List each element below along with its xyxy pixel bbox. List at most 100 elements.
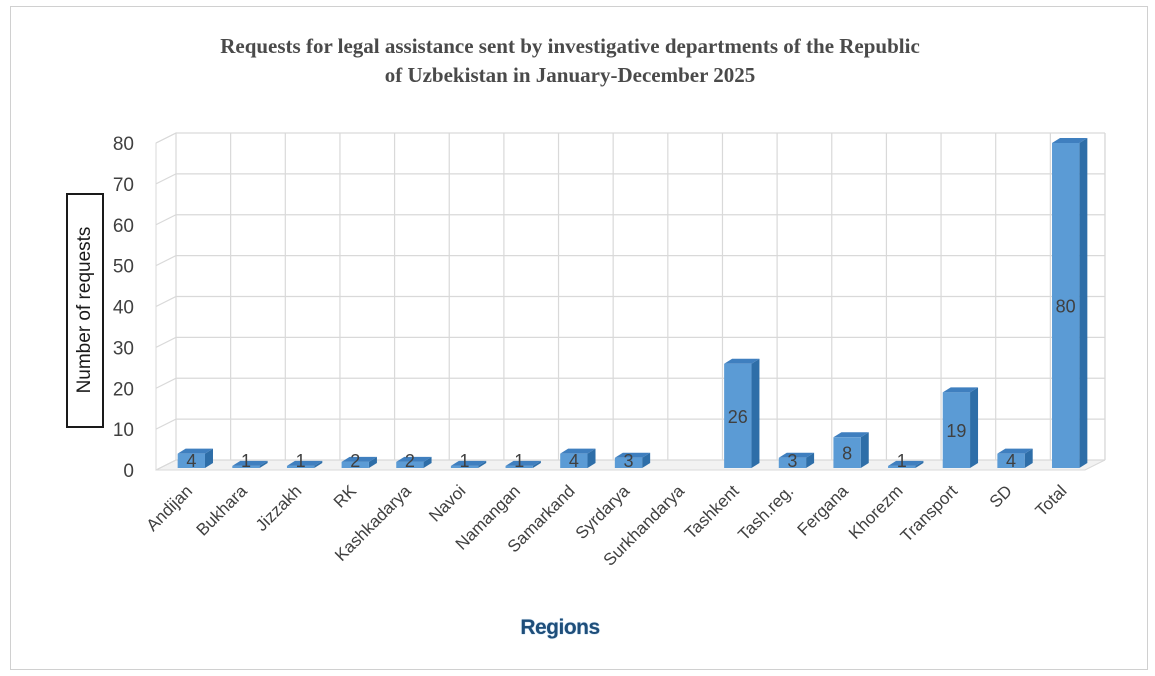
y-gridline	[155, 132, 1105, 144]
x-axis-label: Regions	[520, 616, 600, 639]
bar-tashkent	[724, 358, 760, 468]
bar-side	[860, 432, 869, 468]
bar-front	[1052, 143, 1080, 468]
bar-front	[614, 457, 643, 468]
bar-syrdarya	[614, 452, 651, 468]
bar-side	[1024, 448, 1033, 468]
x-tick-label: RK	[330, 481, 361, 512]
y-axis-label-box	[66, 193, 104, 428]
bar-bukhara	[232, 460, 268, 468]
data-label: 19	[946, 421, 966, 441]
bar-top	[286, 460, 323, 466]
x-tick-label: SD	[986, 481, 1016, 511]
bar-top	[833, 432, 869, 438]
y-tick-label: 0	[123, 461, 134, 482]
bar-rk	[341, 456, 377, 468]
bar-top	[505, 460, 541, 466]
bar-front	[505, 465, 533, 468]
bar-namangan	[505, 460, 541, 468]
chart-frame	[10, 6, 1148, 670]
data-label: 4	[186, 451, 196, 471]
y-tick-label: 70	[113, 175, 134, 196]
bar-top	[997, 448, 1033, 454]
bar-side	[751, 358, 760, 468]
bar-top	[177, 448, 213, 454]
x-tick-label: Andijan	[143, 481, 197, 535]
bar-front	[560, 453, 588, 468]
bar-samarkand	[560, 448, 596, 468]
y-gridline	[155, 173, 1105, 185]
bar-top	[1052, 138, 1088, 143]
data-label: 1	[897, 451, 907, 471]
bar-side	[1079, 138, 1088, 468]
bar-top	[942, 387, 979, 393]
bar-navoi	[450, 460, 487, 468]
y-tick-label: 60	[113, 216, 134, 237]
bar-side	[915, 460, 924, 468]
x-tick-label: Total	[1032, 481, 1071, 520]
bar-top	[560, 448, 596, 454]
bar-side	[587, 448, 596, 468]
bar-top	[232, 460, 268, 466]
bar-side	[970, 387, 979, 468]
bar-andijan	[177, 448, 213, 468]
chart-title-line-2: of Uzbekistan in January-December 2025	[384, 63, 756, 87]
chart-title: Requests for legal assistance sent by in…	[90, 32, 1050, 90]
bar-front	[341, 461, 369, 468]
bar-side	[368, 456, 377, 468]
data-label: 1	[296, 451, 306, 471]
chart-title-line-1: Requests for legal assistance sent by in…	[220, 34, 920, 58]
x-tick-label: Tashkent	[681, 481, 743, 543]
bar-fergana	[833, 432, 869, 468]
data-label: 26	[728, 407, 748, 427]
x-tick-label: Tash.reg.	[734, 481, 797, 544]
data-label: 4	[569, 451, 579, 471]
bar-sd	[997, 448, 1033, 468]
bar-side	[478, 460, 487, 468]
x-tick-label: Bukhara	[193, 481, 252, 540]
bar-top	[614, 452, 651, 458]
bar-front	[232, 465, 260, 468]
y-tick-label: 50	[113, 257, 134, 278]
bar-jizzakh	[286, 460, 323, 468]
data-label: 4	[1006, 451, 1016, 471]
bar-side	[314, 460, 323, 468]
bar-front	[177, 453, 205, 468]
bar-front	[286, 465, 315, 468]
data-label: 80	[1056, 297, 1076, 317]
data-label: 1	[514, 451, 524, 471]
bar-khorezm	[888, 460, 924, 468]
data-label: 2	[405, 451, 415, 471]
bar-front	[833, 437, 861, 468]
bar-side	[259, 460, 268, 468]
bar-side	[204, 448, 213, 468]
bar-top	[888, 460, 924, 466]
y-gridline	[155, 214, 1105, 226]
bar-front	[778, 457, 807, 468]
bar-transport	[942, 387, 979, 468]
x-tick-label: Fergana	[794, 481, 853, 540]
bar-front	[997, 453, 1025, 468]
x-tick-label: Navoi	[425, 481, 469, 525]
y-tick-label: 80	[113, 134, 134, 155]
bar-front	[724, 363, 752, 468]
bar-front	[888, 465, 916, 468]
data-label: 2	[350, 451, 360, 471]
bar-side	[806, 452, 815, 468]
bar-top	[450, 460, 487, 466]
bar-top	[341, 456, 377, 462]
data-label: 8	[842, 444, 852, 464]
data-label: 1	[241, 451, 251, 471]
data-label: 3	[787, 451, 797, 471]
data-label: 1	[460, 451, 470, 471]
y-tick-label: 10	[113, 420, 134, 441]
x-tick-label: Jizzakh	[252, 481, 306, 535]
y-tick-label: 40	[113, 298, 134, 319]
y-gridline	[155, 336, 1105, 348]
x-tick-label: Transport	[897, 481, 962, 546]
bar-front	[942, 392, 971, 468]
bar-side	[423, 456, 432, 468]
y-tick-label: 20	[113, 379, 134, 400]
bar-side	[532, 460, 541, 468]
